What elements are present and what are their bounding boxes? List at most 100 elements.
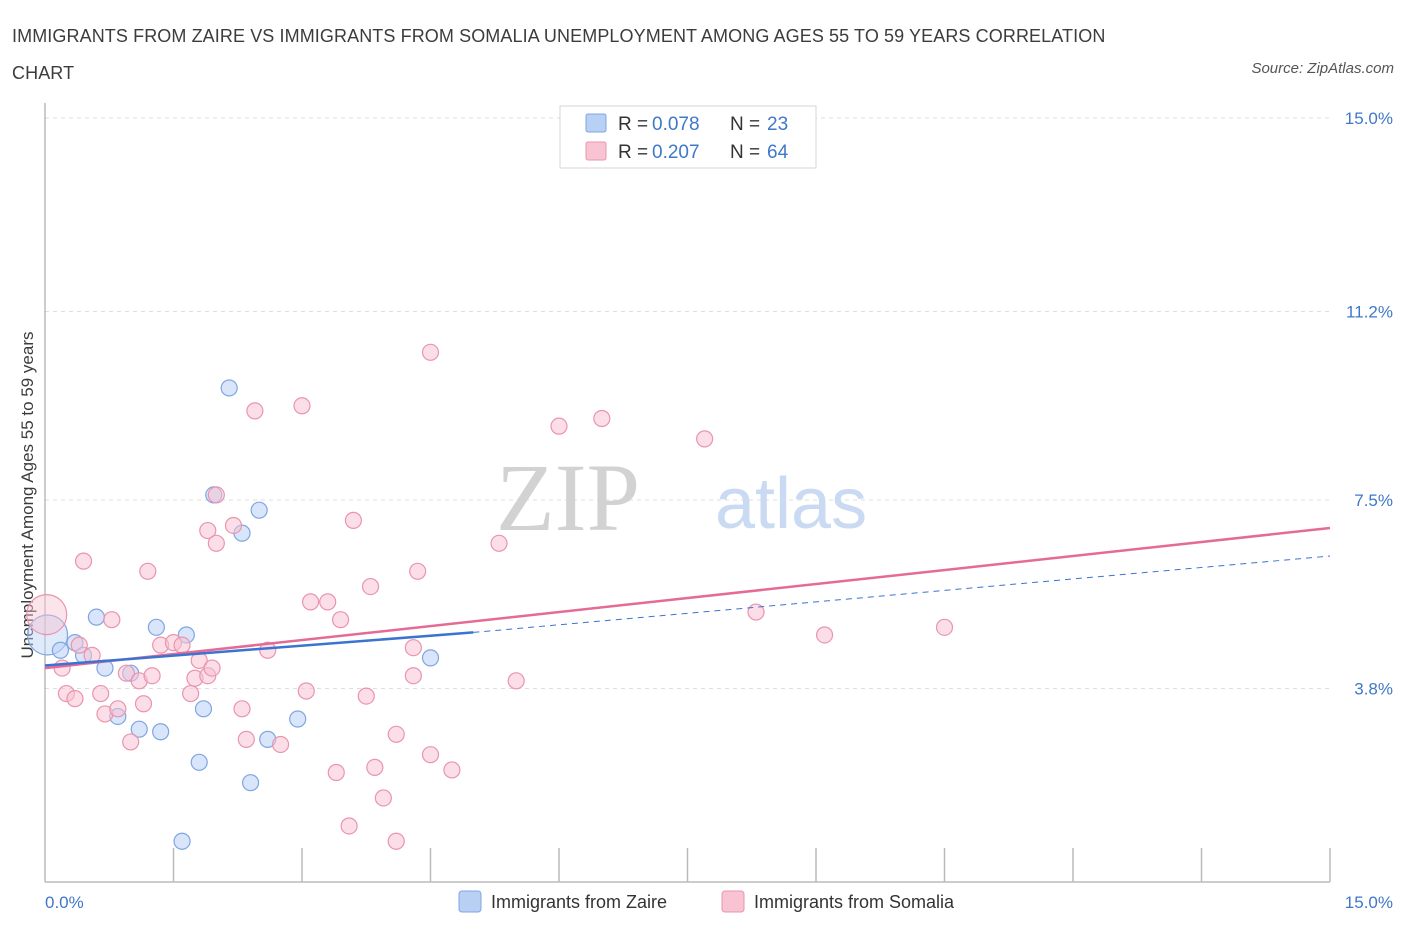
somalia-point xyxy=(301,593,320,611)
somalia-point xyxy=(203,659,221,677)
somalia-point xyxy=(207,534,225,552)
somalia-point xyxy=(935,618,954,636)
stats-legend-swatch-somalia xyxy=(585,141,607,161)
somalia-point xyxy=(103,611,121,629)
somalia-point xyxy=(507,672,525,690)
zaire-point xyxy=(242,774,260,792)
somalia-point xyxy=(490,534,508,552)
somalia-point xyxy=(26,593,68,636)
axes xyxy=(44,103,1330,883)
somalia-point xyxy=(340,817,358,835)
somalia-point xyxy=(319,593,337,611)
stats-zaire-n-label: N = xyxy=(730,114,760,135)
somalia-point xyxy=(237,730,255,748)
legend-label-zaire: Immigrants from Zaire xyxy=(491,892,667,912)
watermark-atlas: atlas xyxy=(715,464,867,544)
zaire-point xyxy=(194,700,213,718)
somalia-point xyxy=(327,763,345,782)
stats-somalia-r-value: 0.207 xyxy=(652,142,700,163)
stats-zaire-n-value: 23 xyxy=(767,114,788,135)
somalia-point xyxy=(374,789,392,807)
zaire-point xyxy=(421,649,440,667)
somalia-point xyxy=(404,639,422,657)
trend-lines xyxy=(44,526,1331,670)
somalia-point xyxy=(409,562,427,580)
y-tick-label: 3.8% xyxy=(1354,679,1393,698)
somalia-point xyxy=(134,695,153,713)
somalia-point xyxy=(139,562,157,580)
y-tick-label: 7.5% xyxy=(1354,491,1393,510)
somalia-point xyxy=(696,430,714,448)
somalia-point xyxy=(259,641,277,659)
zaire-point xyxy=(130,720,148,738)
somalia-point xyxy=(233,700,251,718)
somalia-point xyxy=(297,682,315,700)
somalia-point xyxy=(361,577,380,596)
x-tick-label-min: 0.0% xyxy=(45,893,84,912)
stats-somalia-n-value: 64 xyxy=(767,142,789,163)
somalia-point xyxy=(815,626,834,644)
y-tick-labels: 3.8% 7.5% 11.2% 15.0% xyxy=(1345,109,1393,698)
somalia-point xyxy=(387,725,405,743)
legend-label-somalia: Immigrants from Somalia xyxy=(754,892,955,912)
zaire-point xyxy=(51,641,70,659)
somalia-point xyxy=(122,733,140,751)
somalia-point xyxy=(199,521,217,540)
somalia-point xyxy=(224,516,243,535)
somalia-point xyxy=(421,343,440,361)
somalia-point xyxy=(404,667,422,685)
zaire-point xyxy=(220,379,238,397)
zaire-point xyxy=(173,832,191,850)
x-tick-marks xyxy=(44,848,1331,882)
somalia-point xyxy=(271,735,290,754)
series-legend: Immigrants from Zaire Immigrants from So… xyxy=(458,890,955,913)
somalia-point xyxy=(207,486,225,504)
series-somalia-points xyxy=(26,343,954,850)
zaire-trend-extension xyxy=(473,555,1331,633)
zaire-point xyxy=(250,501,268,519)
somalia-point xyxy=(246,402,264,420)
y-tick-label: 15.0% xyxy=(1345,109,1393,128)
stats-somalia-n-label: N = xyxy=(730,142,760,163)
somalia-point xyxy=(66,690,84,708)
stats-zaire-r-label: R = xyxy=(618,114,648,135)
source-credit: Source: ZipAtlas.com xyxy=(1251,60,1394,77)
somalia-point xyxy=(387,832,405,850)
somalia-point xyxy=(331,611,350,629)
stats-legend: R = 0.078 N = 23 R = 0.207 N = 64 xyxy=(559,105,817,169)
stats-somalia-r-label: R = xyxy=(618,142,648,163)
somalia-point xyxy=(443,761,461,779)
zaire-point xyxy=(147,618,165,636)
zaire-point xyxy=(190,753,208,771)
somalia-point xyxy=(173,636,191,654)
somalia-point xyxy=(366,758,384,777)
chart-title: IMMIGRANTS FROM ZAIRE VS IMMIGRANTS FROM… xyxy=(12,26,1106,83)
somalia-point xyxy=(74,552,93,570)
somalia-point xyxy=(293,397,311,415)
zaire-point xyxy=(152,723,170,741)
stats-legend-swatch-zaire xyxy=(585,113,607,133)
somalia-point xyxy=(344,511,362,529)
somalia-point xyxy=(109,700,127,718)
legend-swatch-zaire xyxy=(458,890,482,913)
series-zaire-points xyxy=(26,379,440,850)
somalia-point xyxy=(70,636,88,654)
legend-swatch-somalia xyxy=(721,890,745,913)
watermark: ZIP atlas xyxy=(496,444,867,551)
gridlines xyxy=(45,117,1330,689)
somalia-point xyxy=(92,684,110,703)
somalia-point xyxy=(117,664,135,682)
zaire-trend-line xyxy=(44,631,474,667)
zaire-point xyxy=(87,608,106,626)
somalia-point xyxy=(143,667,161,685)
somalia-point xyxy=(357,687,375,705)
watermark-zip: ZIP xyxy=(496,444,640,551)
y-tick-label: 11.2% xyxy=(1346,303,1393,322)
somalia-point xyxy=(550,417,568,435)
somalia-point xyxy=(593,409,611,428)
zaire-point xyxy=(289,710,307,728)
somalia-trend-line xyxy=(44,526,1331,670)
somalia-point xyxy=(421,746,440,764)
stats-zaire-r-value: 0.078 xyxy=(652,114,700,135)
